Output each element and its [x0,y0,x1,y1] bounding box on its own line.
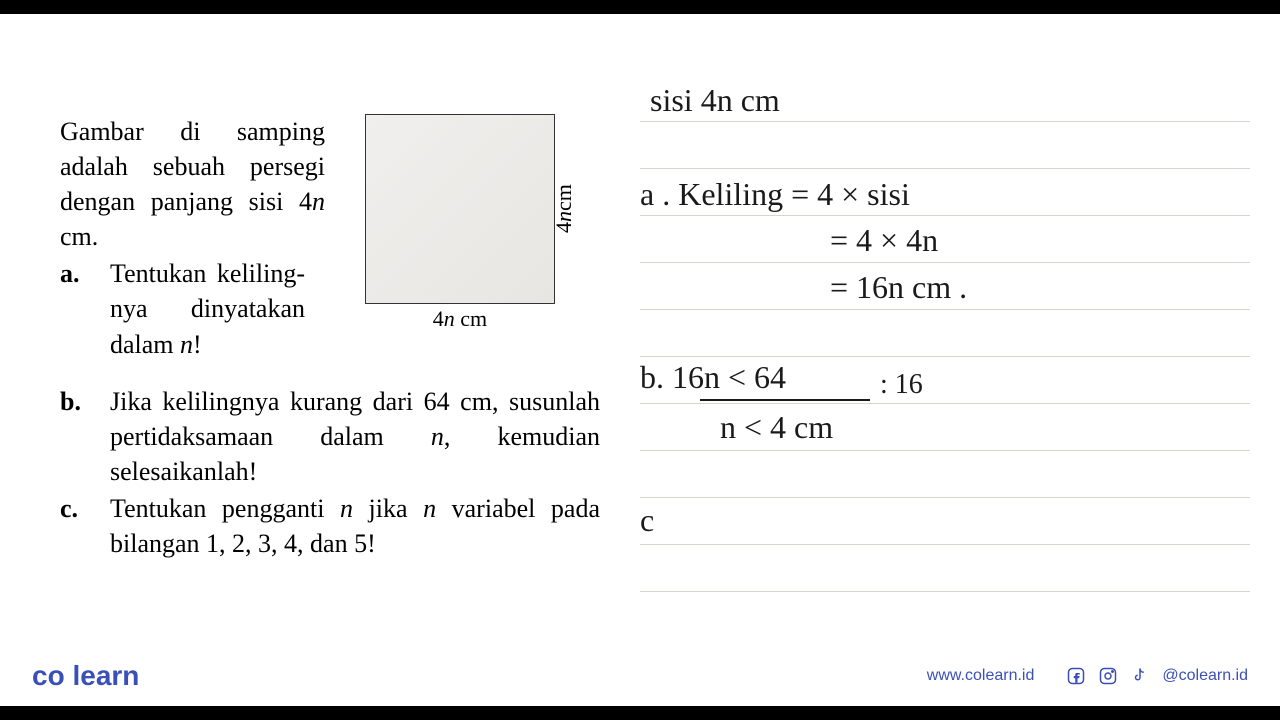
lined-paper: sisi 4n cm a . Keliling = 4 × sisi = 4 ×… [640,74,1250,614]
facebook-icon [1066,666,1086,686]
q-a-line1: Tentukan keliling- [110,259,305,288]
intro-line4-var: n [312,187,325,216]
hw-underline [700,399,870,401]
hw-line-2: = 4 × 4n [830,222,938,259]
intro-line3: dengan panjang sisi [60,187,283,216]
problem-panel: Gambar di samping adalah sebuah persegi … [0,14,620,706]
sq-bot-suffix: cm [455,306,487,331]
website-url: www.colearn.id [927,667,1035,685]
q-a-letter: a. [60,256,110,361]
problem-header: Gambar di samping adalah sebuah persegi … [60,114,600,364]
q-c-text: Tentukan pengganti n jika n variabel pad… [110,491,600,561]
intro-line4-prefix: 4 [299,187,312,216]
rule-line [640,121,1250,122]
square-right-label: 4n cm [551,114,577,304]
rule-line [640,497,1250,498]
q-a-line3-prefix: dalam [110,330,180,359]
instagram-icon [1098,666,1118,686]
q-a-text: Tentukan keliling- nya dinyatakan dalam … [110,256,305,361]
intro-line1: Gambar di samping [60,117,325,146]
sq-bot-prefix: 4 [433,306,444,331]
q-c-var1: n [340,494,353,523]
logo-part2: learn [72,660,139,691]
hw-line-4: b. 16n < 64 [640,359,786,396]
q-a-line3-suffix: ! [193,330,202,359]
hw-line-6: n < 4 cm [720,409,833,446]
question-a: a. Tentukan keliling- nya dinyatakan dal… [60,256,325,361]
q-a-line2: nya dinyatakan [110,294,305,323]
hw-line-0: sisi 4n cm [650,82,780,119]
letterbox-top [0,0,1280,14]
q-c-letter: c. [60,491,110,561]
hw-line-3: = 16n cm . [830,269,967,306]
square-figure: 4n cm 4n cm [365,114,565,324]
footer: co learn www.colearn.id @colearn.id [0,656,1280,696]
hw-line-1: a . Keliling = 4 × sisi [640,176,910,213]
question-a-inline: a. Tentukan keliling- nya dinyatakan dal… [60,256,325,361]
letterbox-bottom [0,706,1280,720]
rule-line [640,356,1250,357]
q-b-text: Jika kelilingnya kurang dari 64 cm, susu… [110,384,600,489]
square-bottom-label: 4n cm [365,306,555,332]
rule-line [640,309,1250,310]
rule-line [640,403,1250,404]
problem-intro: Gambar di samping adalah sebuah persegi … [60,114,325,364]
square-box [365,114,555,304]
q-b-letter: b. [60,384,110,489]
intro-line2: adalah sebuah persegi [60,152,325,181]
rule-line [640,168,1250,169]
content-area: Gambar di samping adalah sebuah persegi … [0,14,1280,706]
q-c-prefix: Tentukan pengganti [110,494,340,523]
sq-right-var: n [551,211,577,222]
q-c-mid: jika [353,494,423,523]
logo-part1: co [32,660,65,691]
rule-line [640,262,1250,263]
q-b-var: n [431,422,444,451]
solution-panel: sisi 4n cm a . Keliling = 4 × sisi = 4 ×… [620,14,1280,706]
q-c-var2: n [423,494,436,523]
rule-line [640,450,1250,451]
hw-line-5: : 16 [880,369,923,401]
question-b: b. Jika kelilingnya kurang dari 64 cm, s… [60,384,600,489]
sq-right-prefix: 4 [551,222,577,233]
hw-line-7: c [640,502,654,539]
rule-line [640,544,1250,545]
q-a-var: n [180,330,193,359]
social-handle: @colearn.id [1162,667,1248,685]
rule-line [640,215,1250,216]
questions: b. Jika kelilingnya kurang dari 64 cm, s… [60,384,600,561]
brand-logo: co learn [32,660,139,692]
footer-right: www.colearn.id @colearn.id [927,666,1248,686]
sq-bot-var: n [444,306,455,331]
intro-line4-suffix: cm. [60,222,98,251]
question-c: c. Tentukan pengganti n jika n variabel … [60,491,600,561]
tiktok-icon [1130,666,1150,686]
rule-line [640,591,1250,592]
sq-right-suffix: cm [551,185,577,212]
